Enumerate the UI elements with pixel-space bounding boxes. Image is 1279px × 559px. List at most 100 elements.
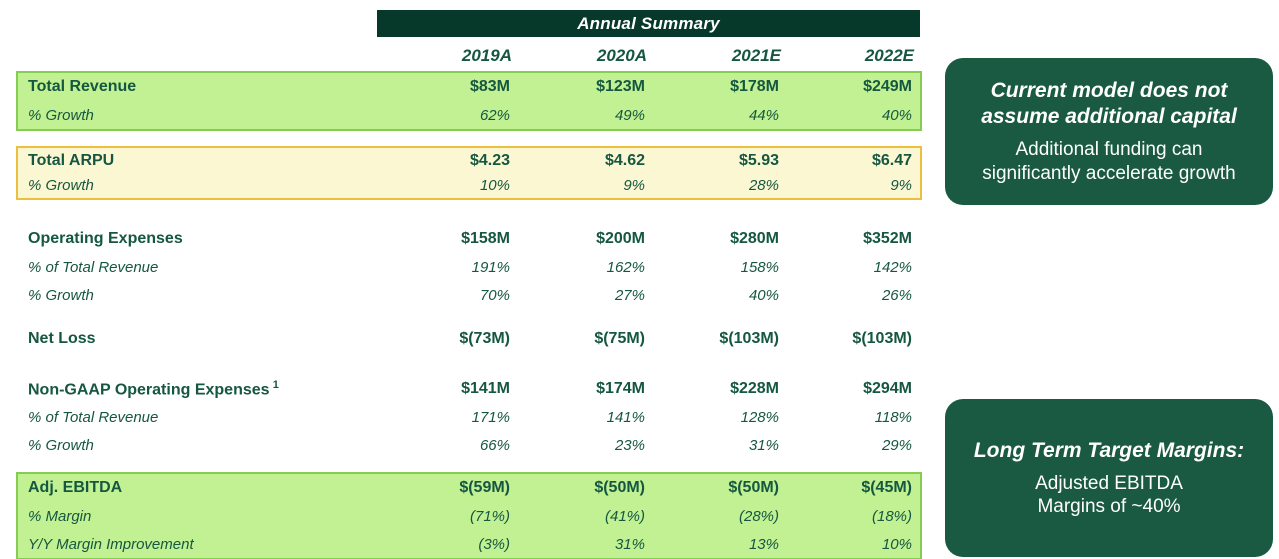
cell: 158%: [740, 258, 779, 276]
cell: $(50M): [728, 479, 779, 496]
cell: 171%: [471, 408, 510, 426]
cell: $(73M): [459, 330, 510, 347]
callout-body: Additional funding can significantly acc…: [959, 138, 1259, 184]
row-label: Adj. EBITDA: [28, 479, 123, 496]
table-row: Total Revenue $83M $123M $178M $249M: [18, 73, 920, 101]
column-header-2020a: 2020A: [596, 46, 647, 65]
cell: 66%: [479, 436, 510, 454]
cell: (3%): [478, 535, 510, 553]
row-label: Total Revenue: [28, 78, 137, 95]
cell: 141%: [606, 408, 645, 426]
cell: 27%: [614, 286, 645, 304]
section-operating-expenses: Operating Expenses $158M $200M $280M $35…: [16, 223, 922, 311]
cell: 118%: [874, 408, 912, 426]
section-adj-ebitda: Adj. EBITDA $(59M) $(50M) $(50M) $(45M) …: [16, 472, 922, 559]
row-label-text: Non-GAAP Operating Expenses: [28, 381, 270, 399]
cell: 13%: [748, 535, 779, 553]
callout-body-line1: Additional funding can: [1015, 139, 1203, 161]
row-label: % of Total Revenue: [28, 408, 159, 426]
cell: 142%: [873, 258, 912, 276]
cell: 31%: [748, 436, 779, 454]
cell: $200M: [596, 230, 645, 247]
column-header-2022e: 2022E: [864, 46, 914, 65]
callout-title-line1: Long Term Target Margins:: [973, 438, 1245, 462]
table-row: % of Total Revenue 171% 141% 128% 118%: [18, 403, 920, 431]
cell: 26%: [881, 286, 912, 304]
column-header-2021e: 2021E: [731, 46, 781, 65]
table-title-bar: Annual Summary: [377, 10, 920, 37]
table-row: Non-GAAP Operating Expenses 1 $141M $174…: [18, 375, 920, 403]
row-label: Operating Expenses: [28, 230, 183, 247]
cell: 40%: [748, 286, 779, 304]
cell: $6.47: [871, 151, 912, 169]
row-label: % Growth: [28, 106, 94, 124]
cell: 191%: [471, 258, 510, 276]
row-label: Total ARPU: [28, 151, 115, 169]
cell: $174M: [596, 380, 645, 397]
table-row: % Margin (71%) (41%) (28%) (18%): [18, 502, 920, 530]
row-label: Y/Y Margin Improvement: [28, 535, 194, 553]
column-header-row: 2019A 2020A 2021E 2022E: [16, 42, 922, 70]
callout-title: Current model does not assume additional…: [959, 78, 1259, 129]
cell: (28%): [738, 507, 779, 525]
cell: $249M: [863, 78, 912, 95]
cell: $352M: [863, 230, 912, 247]
callout-body-line2: Margins of ~40%: [1037, 496, 1181, 518]
cell: (18%): [871, 507, 912, 525]
cell: 23%: [614, 436, 645, 454]
table-row: % Growth 70% 27% 40% 26%: [18, 281, 920, 309]
row-label: % of Total Revenue: [28, 258, 159, 276]
cell: $123M: [596, 78, 645, 95]
callout-funding-assumption: Current model does not assume additional…: [945, 58, 1273, 205]
cell: $158M: [461, 230, 510, 247]
cell: $178M: [730, 78, 779, 95]
cell: $83M: [469, 78, 510, 95]
cell: 49%: [614, 106, 645, 124]
cell: $280M: [730, 230, 779, 247]
table-row: Adj. EBITDA $(59M) $(50M) $(50M) $(45M): [18, 474, 920, 502]
cell: 10%: [479, 177, 510, 194]
table-row: Total ARPU $4.23 $4.62 $5.93 $6.47: [18, 148, 920, 173]
cell: $4.62: [604, 151, 645, 169]
callout-title: Long Term Target Margins:: [959, 438, 1259, 464]
cell: 128%: [740, 408, 779, 426]
column-header-2019a: 2019A: [461, 46, 512, 65]
row-label: Net Loss: [28, 330, 96, 347]
table-row: % of Total Revenue 191% 162% 158% 142%: [18, 253, 920, 281]
callout-long-term-margins: Long Term Target Margins: Adjusted EBITD…: [945, 399, 1273, 557]
callout-body-line2: significantly accelerate growth: [982, 162, 1236, 184]
row-label: Non-GAAP Operating Expenses 1: [28, 379, 375, 399]
cell: 28%: [748, 177, 779, 194]
cell: (71%): [469, 507, 510, 525]
cell: $294M: [863, 380, 912, 397]
cell: (41%): [604, 507, 645, 525]
cell: 9%: [890, 177, 912, 194]
table-title: Annual Summary: [577, 13, 720, 33]
section-total-arpu: Total ARPU $4.23 $4.62 $5.93 $6.47 % Gro…: [16, 146, 922, 200]
callout-body: Adjusted EBITDA Margins of ~40%: [959, 472, 1259, 518]
callout-body-line1: Adjusted EBITDA: [1035, 473, 1183, 495]
cell: $141M: [461, 380, 510, 397]
row-label: % Growth: [28, 436, 94, 454]
section-net-loss: Net Loss $(73M) $(75M) $(103M) $(103M): [16, 323, 922, 355]
table-row: % Growth 10% 9% 28% 9%: [18, 173, 920, 198]
section-total-revenue: Total Revenue $83M $123M $178M $249M % G…: [16, 71, 922, 131]
cell: $(45M): [861, 479, 912, 496]
row-label: % Margin: [28, 507, 92, 525]
cell: $5.93: [738, 151, 779, 169]
footnote-marker: 1: [272, 378, 279, 391]
cell: 9%: [623, 177, 645, 194]
callout-title-line2: assume additional capital: [981, 104, 1237, 128]
cell: $(75M): [594, 330, 645, 347]
cell: 162%: [606, 258, 645, 276]
table-row: % Growth 62% 49% 44% 40%: [18, 101, 920, 129]
table-row: Y/Y Margin Improvement (3%) 31% 13% 10%: [18, 530, 920, 558]
cell: 44%: [748, 106, 779, 124]
cell: 62%: [479, 106, 510, 124]
cell: 10%: [881, 535, 912, 553]
cell: 40%: [881, 106, 912, 124]
table-row: Net Loss $(73M) $(75M) $(103M) $(103M): [18, 325, 920, 353]
cell: $228M: [730, 380, 779, 397]
summary-table: Annual Summary 2019A 2020A 2021E 2022E T…: [16, 10, 922, 559]
